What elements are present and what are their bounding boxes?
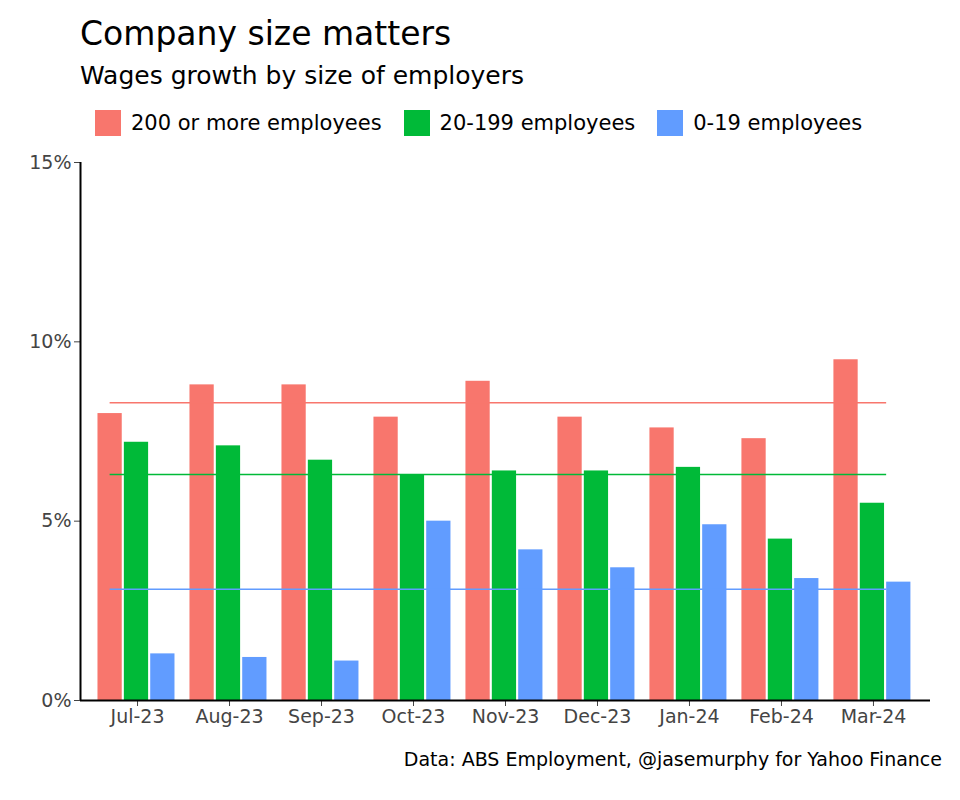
html-text:Data: ABS Employment, @jasemur: Data: ABS Employment, @jasemurphy for Ya… [403,748,942,770]
svg-text:Jan-24: Jan-24 [658,705,719,727]
html-text:Company size matters: Company size matters [80,14,452,53]
html-text:0-19 employees: 0-19 employees [693,111,863,135]
html-text:200 or more employees: 200 or more employees [131,111,382,135]
html-text:20-199 employees: 20-199 employees [439,111,636,135]
svg-text:15%: 15% [29,151,71,173]
svg-text:Dec-23: Dec-23 [564,705,632,727]
svg-text:Aug-23: Aug-23 [195,705,263,727]
svg-text:Mar-24: Mar-24 [841,705,907,727]
svg-text:Feb-24: Feb-24 [749,705,814,727]
svg-text:5%: 5% [41,509,71,531]
svg-text:Oct-23: Oct-23 [382,705,446,727]
svg-text:Jul-23: Jul-23 [110,705,165,727]
html-text:Wages growth by size of employ: Wages growth by size of employers [80,61,524,90]
svg-text:Nov-23: Nov-23 [472,705,540,727]
svg-text:0%: 0% [41,689,71,711]
svg-text:Sep-23: Sep-23 [288,705,355,727]
svg-text:10%: 10% [29,330,71,352]
